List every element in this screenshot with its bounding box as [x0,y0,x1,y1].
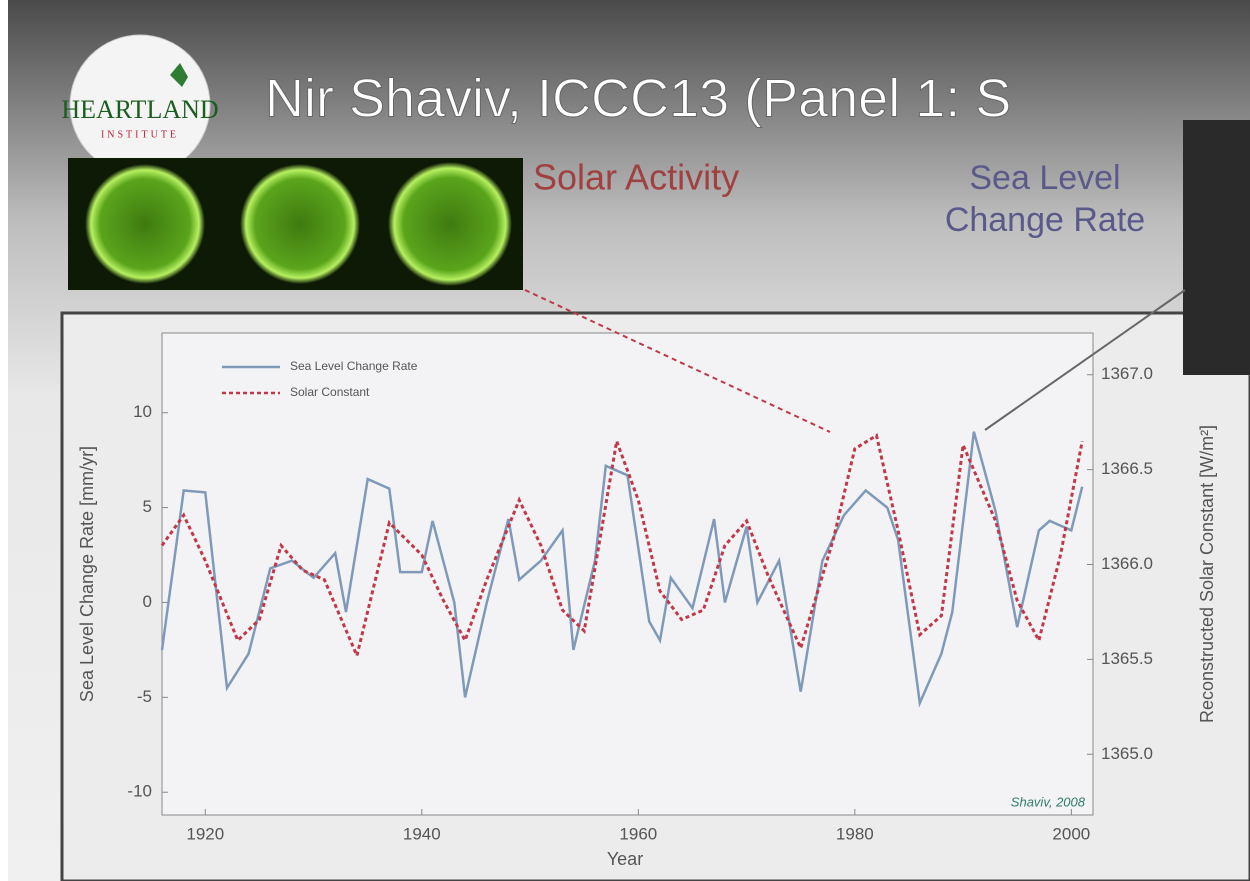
y2-axis-label: Reconstructed Solar Constant [W/m²] [1197,425,1217,723]
sun-image [240,164,360,284]
sun-image [388,162,512,286]
y-axis-label: Sea Level Change Rate [mm/yr] [77,446,97,702]
x-tick-label: 1920 [186,824,224,843]
sun-image [85,164,205,284]
sea-level-label: Change Rate [945,201,1145,239]
y2-tick-label: 1366.5 [1101,459,1153,478]
y-tick-label: -5 [137,687,152,706]
source-annotation: Shaviv, 2008 [1011,794,1086,809]
y-tick-label: 5 [143,497,152,516]
legend-label: Solar Constant [290,385,370,399]
pointer-arrow [524,289,831,433]
y2-tick-label: 1365.0 [1101,744,1153,763]
y2-tick-label: 1366.0 [1101,554,1153,573]
logo-text: HEARTLAND [61,95,218,124]
x-tick-label: 1980 [836,824,874,843]
y-tick-label: 10 [133,402,152,421]
x-tick-label: 1940 [403,824,441,843]
sea-level-label: Sea Level [969,159,1120,197]
x-axis-label: Year [607,849,643,869]
y2-tick-label: 1367.0 [1101,364,1153,383]
solar-activity-label: Solar Activity [533,157,739,198]
y2-tick-label: 1365.5 [1101,649,1153,668]
y-tick-label: -10 [127,782,152,801]
pointer-line [984,289,1186,431]
plot-area [161,332,1094,816]
legend-label: Sea Level Change Rate [290,359,418,373]
slide-title: Nir Shaviv, ICCC13 (Panel 1: S [265,68,1011,128]
x-tick-label: 1960 [619,824,657,843]
photo [1183,120,1250,375]
x-tick-label: 2000 [1052,824,1090,843]
series-line [160,431,1084,708]
y-tick-label: 0 [143,592,152,611]
left-margin [0,0,8,881]
logo-leaf [170,63,188,87]
logo-subtext: INSTITUTE [101,129,179,140]
